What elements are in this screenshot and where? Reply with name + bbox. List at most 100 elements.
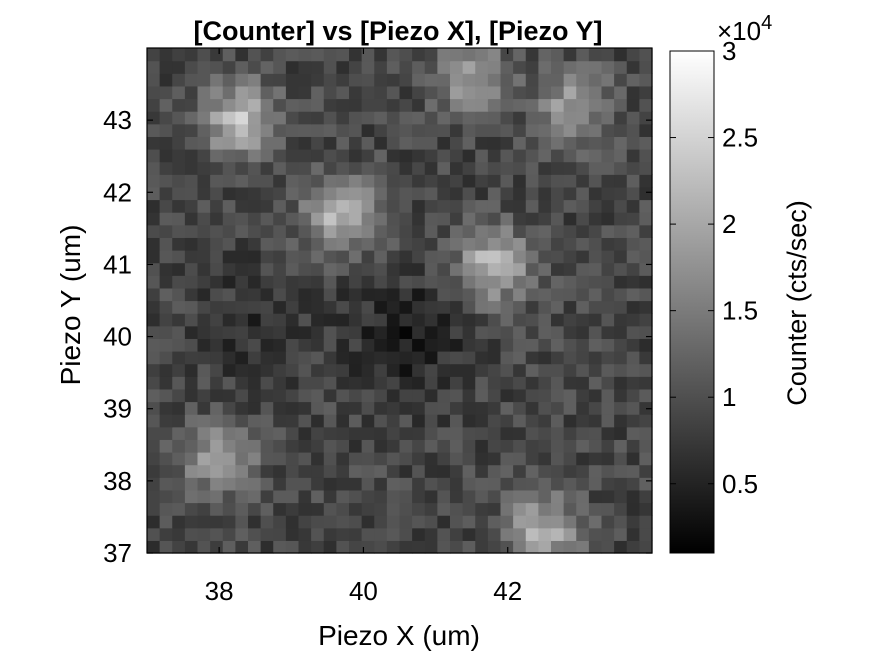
heatmap-cell: [172, 426, 186, 440]
heatmap-cell: [614, 338, 628, 352]
heatmap-cell: [525, 439, 539, 453]
heatmap-cell: [601, 60, 615, 74]
x-axis-ticks: 38 40 42: [205, 48, 522, 606]
heatmap-cell: [159, 98, 173, 112]
heatmap-cell: [601, 174, 615, 188]
heatmap-cell: [487, 250, 502, 264]
heatmap-cell: [462, 262, 476, 276]
heatmap-cell: [614, 186, 628, 201]
heatmap-cell: [462, 287, 476, 302]
heatmap-cell: [412, 60, 426, 74]
heatmap-cell: [525, 452, 539, 466]
heatmap-cell: [260, 60, 274, 74]
heatmap-cell: [386, 363, 401, 377]
heatmap-cell: [588, 313, 603, 327]
heatmap-cell: [538, 98, 552, 112]
heatmap-cell: [184, 250, 199, 264]
heatmap-cell: [487, 48, 502, 62]
heatmap-cell: [210, 212, 224, 226]
heatmap-cell: [323, 224, 337, 238]
heatmap-cell: [576, 489, 590, 504]
heatmap-cell: [437, 287, 451, 302]
heatmap-cell: [285, 401, 300, 415]
heatmap-cell: [513, 452, 527, 466]
heatmap-cell: [412, 123, 426, 137]
heatmap-cell: [450, 98, 464, 112]
heatmap-cell: [210, 489, 224, 504]
heatmap-cell: [298, 338, 312, 352]
heatmap-cell: [374, 527, 388, 541]
heatmap-cell: [172, 287, 186, 302]
heatmap-cell: [538, 439, 552, 453]
heatmap-cell: [349, 73, 363, 87]
heatmap-cell: [184, 60, 199, 74]
heatmap-cell: [513, 237, 527, 251]
heatmap-cell: [147, 237, 161, 251]
heatmap-cell: [184, 123, 199, 137]
heatmap-cell: [487, 85, 502, 100]
heatmap-cell: [450, 388, 464, 403]
heatmap-cell: [437, 540, 451, 554]
heatmap-cell: [601, 388, 615, 403]
heatmap-cell: [450, 502, 464, 516]
heatmap-cell: [336, 85, 350, 100]
heatmap-cell: [197, 351, 211, 365]
heatmap-cell: [159, 477, 173, 491]
heatmap-cell: [159, 363, 173, 377]
heatmap-cell: [349, 262, 363, 276]
heatmap-cell: [551, 48, 565, 62]
heatmap-cell: [601, 161, 615, 175]
heatmap-cell: [285, 111, 300, 125]
heatmap-cell: [588, 489, 603, 504]
heatmap-cell: [197, 540, 211, 554]
heatmap-cell: [437, 212, 451, 226]
heatmap-cell: [639, 540, 653, 554]
heatmap-cell: [551, 237, 565, 251]
heatmap-cell: [159, 85, 173, 100]
heatmap-cell: [639, 527, 653, 541]
heatmap-cell: [147, 325, 161, 339]
heatmap-cell: [298, 363, 312, 377]
heatmap-cell: [551, 502, 565, 516]
heatmap-cell: [159, 401, 173, 415]
heatmap-cell: [588, 464, 603, 478]
heatmap-cell: [147, 149, 161, 163]
heatmap-cell: [323, 338, 337, 352]
heatmap-cell: [349, 540, 363, 554]
heatmap-cell: [222, 149, 236, 163]
heatmap-cell: [197, 186, 211, 201]
heatmap-cell: [513, 174, 527, 188]
heatmap-cell: [462, 527, 476, 541]
heatmap-cell: [475, 313, 489, 327]
heatmap-cell: [349, 414, 363, 428]
heatmap-cell: [349, 48, 363, 62]
heatmap-cell: [450, 464, 464, 478]
heatmap-cell: [601, 224, 615, 238]
heatmap-cell: [639, 338, 653, 352]
heatmap-cell: [412, 388, 426, 403]
heatmap-cell: [601, 111, 615, 125]
heatmap-cell: [184, 224, 199, 238]
heatmap-cell: [361, 502, 375, 516]
heatmap-cell: [563, 439, 577, 453]
heatmap-cell: [576, 111, 590, 125]
heatmap-cell: [311, 98, 325, 112]
heatmap-cell: [399, 73, 413, 87]
heatmap-cell: [273, 149, 287, 163]
heatmap-cell: [298, 149, 312, 163]
heatmap-cell: [260, 338, 274, 352]
heatmap-cell: [349, 287, 363, 302]
heatmap-cell: [551, 388, 565, 403]
heatmap-cell: [500, 363, 514, 377]
heatmap-cell: [197, 136, 211, 150]
heatmap-cell: [222, 174, 236, 188]
heatmap-cell: [450, 363, 464, 377]
heatmap-cell: [614, 73, 628, 87]
heatmap-cell: [349, 275, 363, 289]
heatmap-cell: [172, 363, 186, 377]
heatmap-cell: [210, 338, 224, 352]
heatmap-cell: [197, 174, 211, 188]
heatmap-cell: [601, 262, 615, 276]
heatmap-cell: [184, 98, 199, 112]
heatmap-cell: [349, 313, 363, 327]
